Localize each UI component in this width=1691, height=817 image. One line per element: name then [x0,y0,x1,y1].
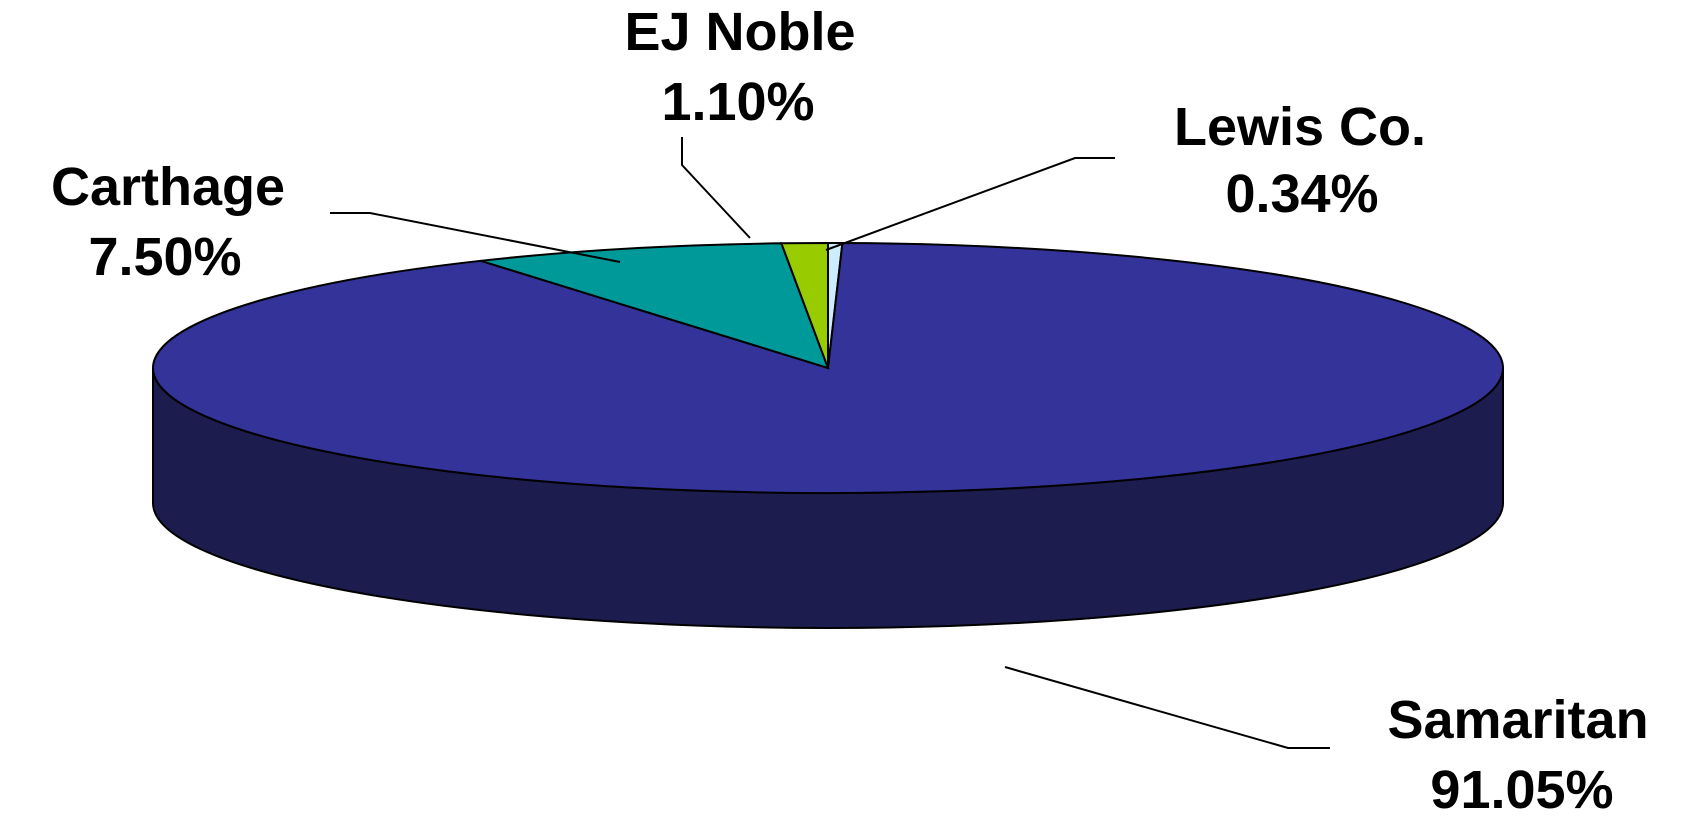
value-samaritan: 91.05% [1430,760,1613,817]
leader-lewis-co [825,157,1115,251]
value-carthage: 7.50% [88,227,241,287]
value-lewis-co: 0.34% [1225,164,1378,224]
label-samaritan: Samaritan [1387,690,1648,750]
label-ej-noble: EJ Noble [624,2,855,62]
leader-carthage [330,212,621,263]
slice-carthage [480,242,830,370]
label-carthage: Carthage [51,157,285,217]
pie-top [152,241,1504,494]
value-ej-noble: 1.10% [661,72,814,132]
slice-ej-noble [779,241,829,369]
leader-lines [330,137,1330,749]
leader-samaritan [1004,666,1330,749]
label-lewis-co: Lewis Co. [1174,97,1426,157]
leader-ej-noble [681,137,751,239]
